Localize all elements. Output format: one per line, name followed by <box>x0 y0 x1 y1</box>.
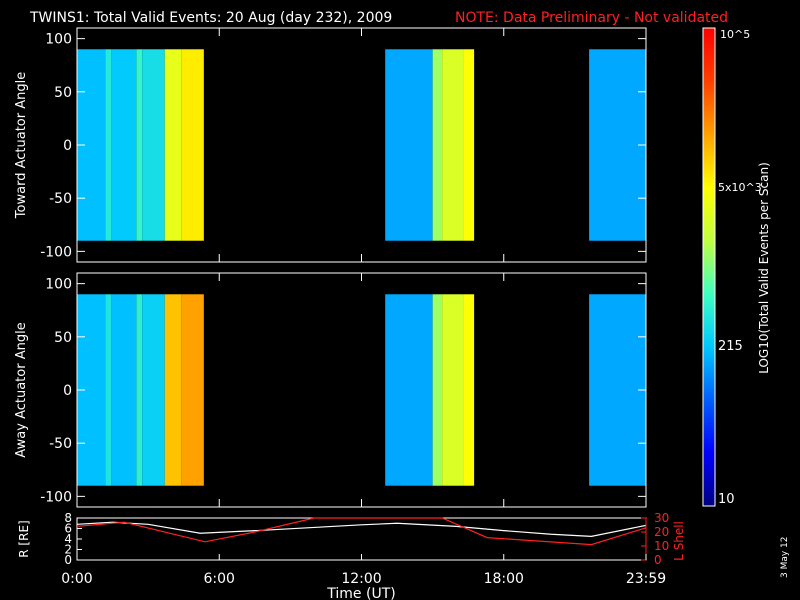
away-data-column <box>432 294 443 486</box>
date-stamp: 3 May 12 <box>780 536 790 578</box>
colorbar-tick-215: 215 <box>718 339 743 354</box>
toward-data-column <box>181 49 204 241</box>
colorbar-tick-10-5: 10^5 <box>720 28 750 41</box>
series-line-lshell <box>76 517 647 546</box>
lshell-axis-tick-label: 0 <box>654 553 662 567</box>
toward-data-column <box>111 49 137 241</box>
lshell-axis-label: L Shell <box>672 521 686 561</box>
away-data-column <box>463 294 475 486</box>
r-axis-label: R [RE] <box>17 520 31 557</box>
toward-data-column <box>589 49 646 241</box>
colorbar-scale <box>702 27 716 507</box>
away-data-column <box>181 294 204 486</box>
r-axis-tick-label: 0 <box>64 553 72 567</box>
toward-data-column <box>105 49 112 241</box>
toward-data-column <box>463 49 475 241</box>
r-axis-tick-label: 2 <box>64 543 72 557</box>
colorbar-tick-5x10-3: 5x10^3 <box>718 181 762 194</box>
colorbar-label: LOG10(Total Valid Events per Scan) <box>757 162 771 374</box>
lshell-axis-tick-label: 20 <box>654 525 669 539</box>
time-tick-label: 6:00 <box>204 571 235 587</box>
away-data-column <box>164 294 182 486</box>
away-y-tick-label: 50 <box>54 330 72 346</box>
r-axis-tick-label: 4 <box>64 532 72 546</box>
away-ylabel: Away Actuator Angle <box>14 322 29 457</box>
toward-data-column <box>142 49 165 241</box>
toward-y-tick-label: 50 <box>54 85 72 101</box>
away-data-column <box>105 294 112 486</box>
time-tick-label: 18:00 <box>484 571 524 587</box>
toward-y-tick-label: -100 <box>40 244 72 260</box>
away-y-tick-label: 0 <box>63 383 72 399</box>
toward-panel: -100 -50 0 50 100 Toward Actuator Angle <box>14 27 647 263</box>
away-data-column <box>111 294 137 486</box>
away-panel: -100 -50 0 50 100 Away Actuator Angle <box>14 272 647 508</box>
lshell-axis-tick-label: 30 <box>654 511 669 525</box>
toward-ylabel: Toward Actuator Angle <box>14 72 29 219</box>
r-axis-tick-label: 6 <box>64 522 72 536</box>
away-data-column <box>136 294 143 486</box>
time-tick-label: 12:00 <box>341 571 381 587</box>
away-y-tick-label: -100 <box>40 489 72 505</box>
time-axis-label: Time (UT) <box>326 586 395 600</box>
lshell-axis-tick-label: 10 <box>654 539 669 553</box>
r-axis-tick-label: 8 <box>64 511 72 525</box>
away-data-column <box>385 294 433 486</box>
plot-title: TWINS1: Total Valid Events: 20 Aug (day … <box>29 10 392 26</box>
colorbar: 10 215 5x10^3 10^5 LOG10(Total Valid Eve… <box>702 27 771 507</box>
toward-data-column <box>164 49 182 241</box>
away-data-column <box>589 294 646 486</box>
away-data-column <box>442 294 464 486</box>
away-data-column <box>142 294 165 486</box>
toward-y-tick-label: -50 <box>49 191 72 207</box>
toward-data-column <box>136 49 143 241</box>
toward-data-column <box>442 49 464 241</box>
time-tick-label: 0:00 <box>61 571 92 587</box>
away-y-tick-label: 100 <box>45 277 72 293</box>
away-y-tick-label: -50 <box>49 436 72 452</box>
toward-y-tick-label: 0 <box>63 138 72 154</box>
time-tick-label: 23:59 <box>626 571 666 587</box>
series-line-r <box>76 521 647 537</box>
colorbar-tick-10: 10 <box>718 492 735 507</box>
preliminary-note: NOTE: Data Preliminary - Not validated <box>455 10 728 26</box>
toward-data-column <box>432 49 443 241</box>
toward-y-tick-label: 100 <box>45 32 72 48</box>
toward-data-column <box>385 49 433 241</box>
